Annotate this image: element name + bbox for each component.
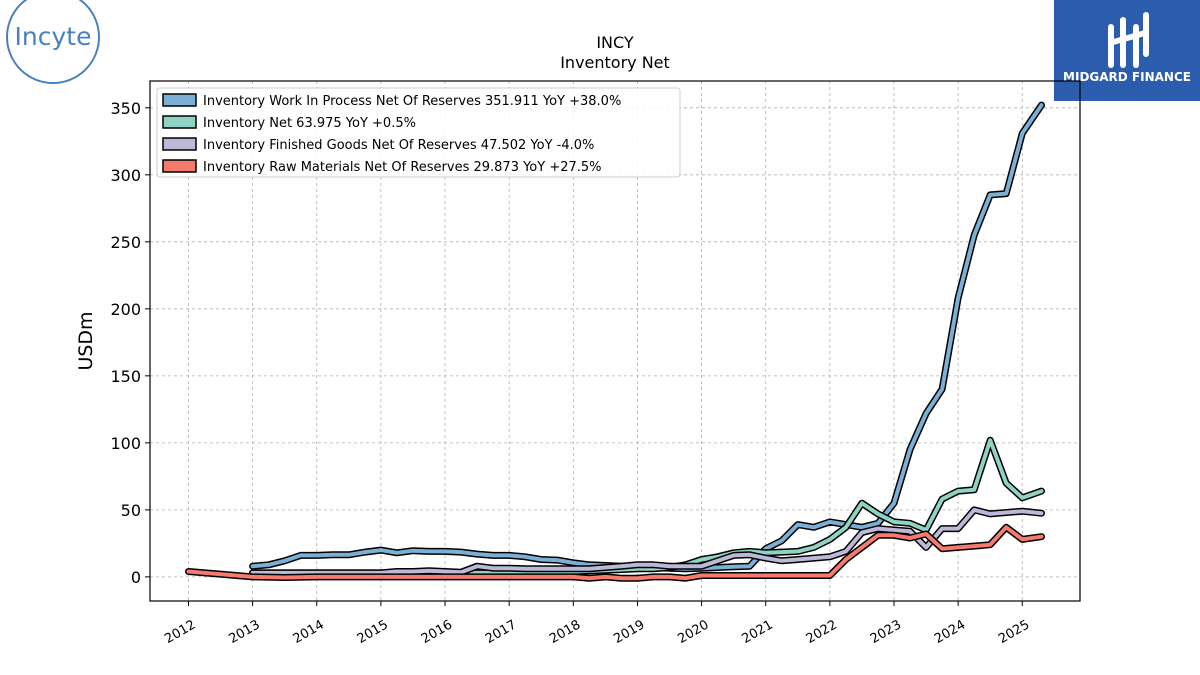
- brand-logo-text: MIDGARD FINANCE: [1063, 70, 1191, 84]
- series-line: [186, 525, 1044, 581]
- y-tick-label: 300: [110, 166, 141, 185]
- legend-label: Inventory Net 63.975 YoY +0.5%: [203, 116, 416, 131]
- y-tick-label: 350: [110, 99, 141, 118]
- brand-logo-background: [1054, 0, 1200, 101]
- y-tick-label: 0: [131, 568, 141, 587]
- legend-swatch: [162, 159, 197, 173]
- series-3: [185, 523, 1045, 582]
- y-tick-label: 100: [110, 434, 141, 453]
- company-logo: Incyte: [6, 0, 100, 84]
- company-logo-text: Incyte: [15, 22, 92, 51]
- y-tick-label: 50: [121, 501, 141, 520]
- company-logo-ring: [6, 0, 100, 84]
- legend-swatch: [162, 115, 197, 129]
- y-tick-label: 150: [110, 367, 141, 386]
- chart-subtitle: Inventory Net: [560, 53, 670, 72]
- brand-logo: MIDGARD FINANCE: [1054, 0, 1200, 101]
- grid: [150, 81, 1080, 601]
- legend-label: Inventory Raw Materials Net Of Reserves …: [203, 160, 602, 175]
- plot-frame: [149, 80, 1081, 602]
- legend-box: [156, 87, 681, 178]
- y-tick-label: 200: [110, 300, 141, 319]
- chart-title: INCY: [596, 33, 634, 52]
- brand-logo-mark: [1108, 12, 1149, 68]
- legend-label: Inventory Finished Goods Net Of Reserves…: [203, 138, 594, 153]
- legend-swatch: [162, 137, 197, 151]
- legend-label: Inventory Work In Process Net Of Reserve…: [203, 94, 621, 109]
- y-tick-label: 250: [110, 233, 141, 252]
- legend-entries: Inventory Work In Process Net Of Reserve…: [162, 93, 621, 175]
- legend-swatch: [162, 93, 197, 107]
- legend: Inventory Work In Process Net Of Reserve…: [156, 87, 681, 178]
- y-axis-label: USDm: [75, 311, 97, 370]
- series-layer: [185, 101, 1045, 582]
